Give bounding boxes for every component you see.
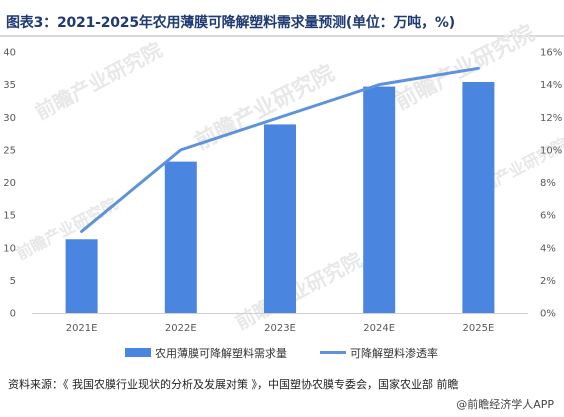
legend-bar-label: 农用薄膜可降解塑料需求量 (155, 346, 287, 360)
left-tick-label: 0 (10, 309, 16, 320)
right-tick-label: 14% (540, 80, 562, 91)
bar-2025E (462, 82, 495, 313)
right-tick-label: 12% (540, 113, 562, 124)
legend: 农用薄膜可降解塑料需求量 可降解塑料渗透率 (125, 346, 438, 360)
watermark-text-3: 前瞻产业研究院 (231, 247, 366, 334)
right-axis: 0% 2% 4% 6% 8% 10% 12% 14% 16% (540, 48, 562, 320)
x-tick-label: 2023E (264, 323, 296, 334)
title-divider (0, 35, 564, 37)
left-tick-label: 30 (3, 113, 16, 124)
left-tick-label: 25 (3, 145, 16, 156)
bar-2022E (164, 161, 197, 313)
left-tick-label: 20 (3, 178, 16, 189)
rate-line (80, 66, 480, 233)
bar-2023E (264, 124, 296, 314)
chart-title: 图表3：2021-2025年农用薄膜可降解塑料需求量预测(单位：万吨，%) (6, 15, 455, 31)
left-tick-label: 15 (3, 211, 16, 222)
left-tick-label: 5 (10, 276, 16, 287)
right-tick-label: 2% (540, 276, 556, 287)
right-tick-label: 10% (540, 145, 562, 156)
right-tick-label: 16% (540, 48, 562, 59)
x-tick-label: 2022E (165, 323, 197, 334)
legend-line-label: 可降解塑料渗透率 (350, 346, 438, 360)
x-tick-label: 2024E (363, 323, 395, 334)
source-note: 资料来源：《 我国农膜行业现状的分析及发展对策 》，中国塑协农膜专委会，国家农业… (8, 378, 459, 391)
right-tick-label: 4% (540, 243, 556, 254)
left-tick-label: 35 (3, 80, 16, 91)
bar-2021E (65, 239, 98, 313)
watermark-text-0: 前瞻产业研究院 (31, 37, 166, 124)
footer-brand: @前瞻经济学人APP (456, 398, 554, 411)
bar-series (65, 82, 495, 314)
right-tick-label: 8% (540, 178, 556, 189)
x-tick-label: 2025E (463, 323, 495, 334)
x-tick-label: 2021E (66, 323, 98, 334)
right-tick-label: 0% (540, 309, 556, 320)
right-tick-label: 6% (540, 211, 556, 222)
legend-bar-swatch (125, 348, 151, 357)
left-axis: 0 5 10 15 20 25 30 35 40 (3, 48, 16, 320)
bar-2024E (363, 86, 396, 314)
x-axis: 2021E 2022E 2023E 2024E 2025E (66, 323, 495, 334)
left-tick-label: 10 (3, 243, 16, 254)
combo-chart: 前瞻产业研究院 前瞻产业研究院 前瞻产业研究院前瞻产业研究院前瞻产业研究院前瞻产业研… (3, 20, 564, 360)
left-tick-label: 40 (3, 48, 16, 59)
